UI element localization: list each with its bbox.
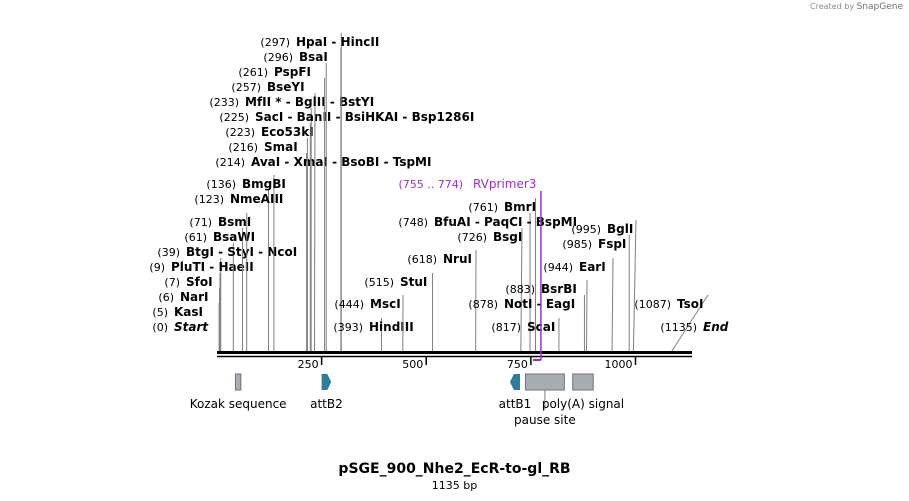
feature-label: pause site [514, 413, 576, 427]
credit-watermark: Created by SnapGene [810, 2, 903, 12]
ruler-tick-label: 1000 [605, 358, 633, 371]
site-position: (216) [228, 141, 258, 154]
ruler-tick-label: 500 [402, 358, 423, 371]
site-position: (5) [152, 306, 168, 319]
site-position: (985) [562, 238, 592, 251]
site-position: (944) [543, 261, 573, 274]
site-position: (1135) [660, 321, 697, 334]
site-leader [632, 219, 637, 352]
site-position: (223) [225, 126, 255, 139]
ruler-tick-label: 750 [507, 358, 528, 371]
feature-label: poly(A) signal [542, 397, 624, 411]
restriction-site: BfuAI - PaqCI - BspMI [434, 215, 577, 229]
credit-prefix: Created by [810, 2, 855, 11]
site-position: (297) [260, 36, 290, 49]
restriction-site: PspFI [274, 65, 311, 79]
restriction-site: End [703, 320, 729, 334]
restriction-site: BsaWI [213, 230, 255, 244]
restriction-site: MscI [370, 297, 401, 311]
feature-box [572, 373, 594, 391]
restriction-site: NarI [180, 290, 209, 304]
site-position: (136) [206, 178, 236, 191]
feature-label: attB1 [499, 397, 532, 411]
restriction-site: MfII * - BglII - BstYI [245, 95, 374, 109]
site-position: (39) [157, 246, 180, 259]
site-position: (61) [184, 231, 207, 244]
restriction-site: BmrI [504, 200, 536, 214]
restriction-site: Start [174, 320, 209, 334]
restriction-site: BsrBI [541, 282, 577, 296]
site-position: (515) [364, 276, 394, 289]
restriction-site: TsoI [677, 297, 703, 311]
feature-arrow [321, 374, 332, 390]
feature-label: Kozak sequence [190, 397, 287, 411]
site-position: (761) [468, 201, 498, 214]
ruler-tick-label: 250 [298, 358, 319, 371]
site-position: (233) [209, 96, 239, 109]
site-position: (9) [149, 261, 165, 274]
restriction-site: HpaI - HincII [296, 35, 379, 49]
restriction-site: BtgI - StyI - NcoI [186, 245, 297, 259]
site-position: (7) [164, 276, 180, 289]
site-position: (296) [263, 51, 293, 64]
site-position: (71) [189, 216, 212, 229]
feature-label: attB2 [310, 397, 343, 411]
feature-box [234, 373, 242, 391]
site-position: (257) [231, 81, 261, 94]
restriction-site: NmeAIII [230, 192, 283, 206]
primer-position: (755 .. 774) [398, 178, 463, 191]
site-position: (225) [219, 111, 249, 124]
site-position: (878) [468, 298, 498, 311]
restriction-site: EarI [579, 260, 606, 274]
site-position: (1087) [634, 298, 671, 311]
site-leader [520, 227, 523, 352]
site-position: (214) [215, 156, 245, 169]
site-position: (883) [505, 283, 535, 296]
plasmid-length: 1135 bp [431, 479, 478, 492]
site-position: (0) [152, 321, 168, 334]
site-position: (261) [238, 66, 268, 79]
site-position: (726) [457, 231, 487, 244]
restriction-site: BglI [607, 222, 633, 236]
site-leader [611, 257, 614, 352]
restriction-site: BsmI [218, 215, 251, 229]
plasmid-name: pSGE_900_Nhe2_EcR-to-gl_RB [338, 461, 571, 477]
restriction-site: KasI [174, 305, 203, 319]
restriction-site: BseYI [267, 80, 305, 94]
restriction-site: BmgBI [242, 177, 286, 191]
restriction-site: PluTI - HaeII [171, 260, 254, 274]
site-position: (6) [158, 291, 174, 304]
site-position: (618) [407, 253, 437, 266]
restriction-site: Eco53kI [261, 125, 314, 139]
restriction-site: SacI - BanII - BsiHKAI - Bsp1286I [255, 110, 474, 124]
site-leader [671, 294, 709, 352]
feature-arrow [509, 374, 520, 390]
restriction-site: BsaI [299, 50, 328, 64]
site-position: (123) [194, 193, 224, 206]
restriction-site: StuI [400, 275, 427, 289]
primer-name: RVprimer3 [473, 177, 536, 191]
restriction-site: BsgI [493, 230, 522, 244]
site-position: (995) [571, 223, 601, 236]
site-position: (748) [398, 216, 428, 229]
site-position: (817) [491, 321, 521, 334]
restriction-site: FspI [598, 237, 626, 251]
restriction-site: SmaI [264, 140, 298, 154]
site-position: (444) [334, 298, 364, 311]
restriction-site: SfoI [186, 275, 213, 289]
restriction-site: NotI - EagI [504, 297, 575, 311]
site-position: (393) [333, 321, 363, 334]
snapgene-logo: SnapGene [856, 2, 903, 12]
restriction-site: HindIII [369, 320, 414, 334]
feature-box [524, 373, 565, 391]
restriction-site: NruI [443, 252, 472, 266]
